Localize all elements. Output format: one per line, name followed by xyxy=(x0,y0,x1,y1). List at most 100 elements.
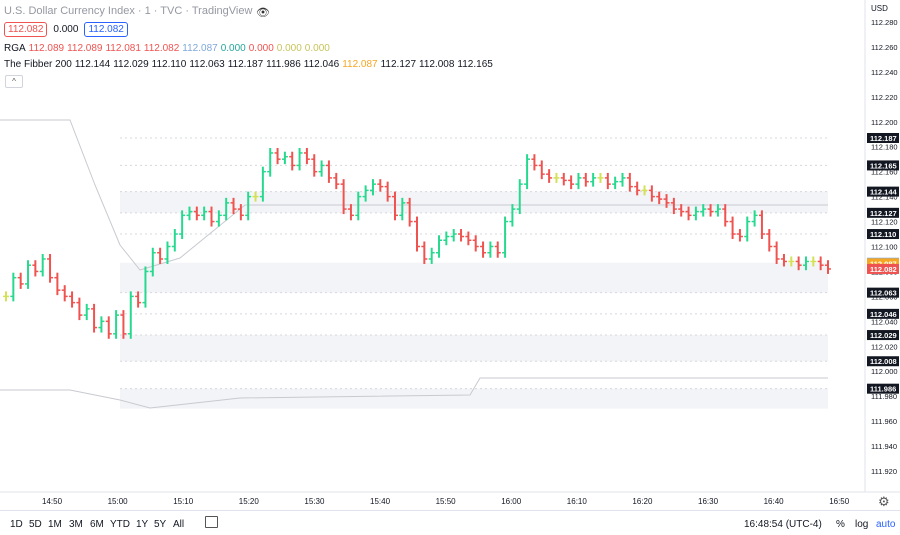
fib-price-tag xyxy=(867,160,899,171)
ohlc-bar xyxy=(135,291,142,308)
timeframe-all[interactable]: All xyxy=(173,519,185,530)
ohlc-bars xyxy=(3,147,831,339)
fib-price-label: 112.029 xyxy=(870,331,897,340)
fib-zone xyxy=(120,388,828,409)
ohlc-bar xyxy=(773,241,780,264)
y-tick-label: 111.980 xyxy=(871,392,897,401)
indicator-value: 111.986 xyxy=(266,59,301,70)
timeframe-3m[interactable]: 3M xyxy=(69,519,83,530)
fib-price-tag xyxy=(867,356,899,367)
fib-zone xyxy=(120,335,828,362)
log-toggle[interactable]: log xyxy=(855,519,869,530)
ohlc-bar xyxy=(509,204,516,227)
symbol-title[interactable]: U.S. Dollar Currency Index · 1 · TVC · T… xyxy=(4,5,253,17)
indicator-value: 112.187 xyxy=(227,59,264,70)
indicator-rga[interactable]: RGA 112.089 112.089 112.081 112.082 112.087 0.… xyxy=(4,43,330,54)
ohlc-bar xyxy=(39,253,46,277)
ohlc-bar xyxy=(560,172,567,186)
indicator-value: 112.008 xyxy=(419,59,455,70)
ohlc-bar xyxy=(157,247,164,264)
ohlc-bar xyxy=(795,256,802,271)
collapse-legend-button[interactable]: ^ xyxy=(5,75,23,88)
ohlc-bar xyxy=(406,197,413,227)
ohlc-bar xyxy=(61,285,68,302)
fib-price-label: 111.986 xyxy=(870,385,896,394)
ohlc-bar xyxy=(127,291,134,339)
ohlc-bar xyxy=(281,151,288,165)
timeframe-5d[interactable]: 5D xyxy=(29,519,42,530)
x-tick-label: 15:10 xyxy=(173,497,194,506)
fib-price-label: 112.187 xyxy=(870,134,897,143)
ohlc-bar xyxy=(399,197,406,221)
percent-toggle[interactable]: % xyxy=(836,519,845,530)
calendar-icon[interactable] xyxy=(205,516,218,528)
gear-icon[interactable]: ⚙ xyxy=(878,494,890,509)
ohlc-bar xyxy=(98,316,105,333)
y-tick-label: 112.020 xyxy=(871,342,898,351)
y-tick-label: 112.200 xyxy=(871,118,898,127)
ohlc-bar xyxy=(597,172,604,183)
indicator-value: 112.063 xyxy=(189,59,225,70)
timeframe-1y[interactable]: 1Y xyxy=(136,519,149,530)
ohlc-bar xyxy=(245,191,252,221)
fib-band-line xyxy=(0,119,828,271)
ohlc-bar xyxy=(590,172,597,187)
ohlc-bar xyxy=(458,229,465,242)
ohlc-bar xyxy=(149,247,156,277)
fib-price-label: 112.082 xyxy=(870,265,897,274)
y-tick-label: 112.180 xyxy=(871,143,898,152)
auto-toggle[interactable]: auto xyxy=(876,519,896,530)
ohlc-bar xyxy=(120,310,127,339)
timeframe-1m[interactable]: 1M xyxy=(48,519,62,530)
ask-price[interactable]: 112.082 xyxy=(84,22,128,37)
timeframe-5y[interactable]: 5Y xyxy=(154,519,167,530)
timeframe-ytd[interactable]: YTD xyxy=(110,519,130,530)
ohlc-bar xyxy=(817,256,824,271)
y-tick-label: 111.960 xyxy=(871,417,897,426)
fib-price-tag xyxy=(867,308,899,319)
y-tick-label: 112.160 xyxy=(871,168,898,177)
timeframe-6m[interactable]: 6M xyxy=(90,519,104,530)
x-tick-label: 16:00 xyxy=(501,497,522,506)
ohlc-bar xyxy=(311,154,318,177)
ohlc-bar xyxy=(91,303,98,333)
ohlc-bar xyxy=(252,191,259,202)
ohlc-bar xyxy=(634,181,641,196)
y-tick-label: 112.120 xyxy=(871,218,898,227)
ohlc-bar xyxy=(428,247,435,264)
x-tick-label: 15:30 xyxy=(304,497,325,506)
currency-selector[interactable]: USD xyxy=(871,4,888,13)
ohlc-bar xyxy=(318,160,325,177)
x-tick-label: 15:50 xyxy=(436,497,457,506)
ohlc-bar xyxy=(17,272,24,289)
fib-price-label: 112.063 xyxy=(870,289,897,298)
indicator-fibber[interactable]: The Fibber 200 112.144 112.029 112.110 112.0… xyxy=(4,59,493,70)
clock[interactable]: 16:48:54 (UTC-4) xyxy=(744,519,822,530)
ohlc-bar xyxy=(142,266,149,308)
ohlc-bar xyxy=(274,147,281,165)
timeframe-1d[interactable]: 1D xyxy=(10,519,23,530)
ohlc-bar xyxy=(208,206,215,227)
ohlc-bar xyxy=(502,216,509,258)
eye-icon[interactable]: 👁 xyxy=(256,7,270,19)
indicator-value: 112.110 xyxy=(151,59,187,70)
ohlc-bar xyxy=(391,191,398,221)
ohlc-bar xyxy=(289,151,296,171)
bid-price[interactable]: 112.082 xyxy=(4,22,48,37)
indicator-value: 112.165 xyxy=(457,59,493,70)
ohlc-bar xyxy=(259,166,266,202)
ohlc-bar xyxy=(465,231,472,246)
y-tick-label: 112.260 xyxy=(871,43,898,52)
ohlc-bar xyxy=(333,172,340,190)
ohlc-bar xyxy=(678,204,685,217)
ohlc-bar xyxy=(568,175,575,190)
fib-price-label: 112.087 xyxy=(870,259,897,268)
ohlc-bar xyxy=(516,179,523,215)
ohlc-bar xyxy=(736,229,743,242)
x-tick-label: 16:30 xyxy=(698,497,719,506)
fib-price-label: 112.110 xyxy=(870,230,896,239)
indicator-value: 112.144 xyxy=(74,59,111,70)
spread: 0.000 xyxy=(53,24,79,35)
ohlc-bar xyxy=(494,241,501,258)
